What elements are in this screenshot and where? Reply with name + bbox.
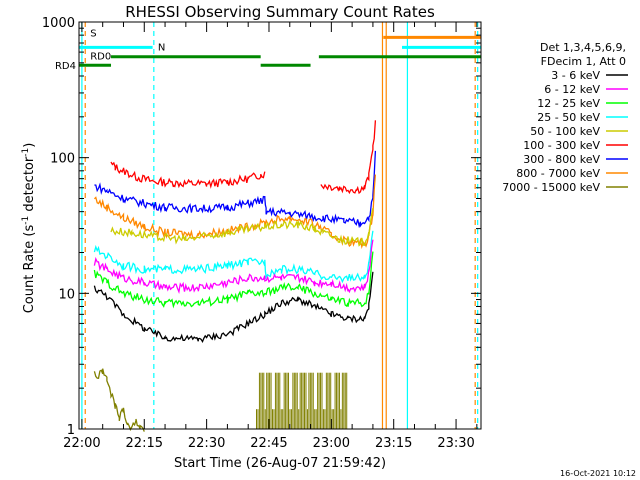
x-tick-label-2315: 23:15 <box>375 436 412 451</box>
legend-entry-5: 100 - 300 keV <box>523 139 600 152</box>
legend-entry-1: 6 - 12 keV <box>544 83 600 96</box>
legend-entry-7: 800 - 7000 keV <box>516 167 600 180</box>
legend-entry-6: 300 - 800 keV <box>523 153 600 166</box>
x-tick-label-2215: 22:15 <box>126 436 163 451</box>
x-axis-label: Start Time (26-Aug-07 21:59:42) <box>174 456 386 471</box>
legend-entry-2: 12 - 25 keV <box>537 97 600 110</box>
legend-entry-0: 3 - 6 keV <box>551 69 600 82</box>
chart-title: RHESSI Observing Summary Count Rates <box>125 3 435 21</box>
y-axis-label-end: ) <box>22 143 37 148</box>
legend-entry-8: 7000 - 15000 keV <box>502 181 600 194</box>
plot-frame <box>78 21 482 430</box>
flag-label-s: S <box>90 28 96 39</box>
legend-entry-3: 25 - 50 keV <box>537 111 600 124</box>
legend-entry-4: 50 - 100 keV <box>530 125 600 138</box>
x-tick-label-2300: 23:00 <box>313 436 350 451</box>
y-axis-label-mid: detector <box>22 156 37 216</box>
series-line-12-25-kev <box>93 251 374 309</box>
legend: Det 1,3,4,5,6,9,FDecim 1, Att 03 - 6 keV… <box>502 41 628 194</box>
y-axis-label-sup1: -1 <box>21 216 31 225</box>
y-axis-label: Count Rate (s-1 detector-1) <box>21 143 37 314</box>
series-line-50-100-kev <box>110 207 374 247</box>
y-axis-label-sup2: -1 <box>21 148 31 157</box>
series-line-100-300-kev <box>110 120 377 195</box>
y-axis-label-main: Count Rate (s <box>22 225 37 314</box>
y-tick-label-10: 10 <box>58 287 75 302</box>
series-line-800-7000-kev <box>93 174 377 250</box>
series-line-25-50-kev <box>93 230 374 284</box>
plot-area: S N RD0 RD4 <box>55 22 481 432</box>
y-tick-label-1000: 1000 <box>42 16 75 31</box>
series-line-7000-15000-kev <box>93 368 145 432</box>
footer-date: 16-Oct-2021 10:12 <box>560 469 636 478</box>
flag-label-n: N <box>158 42 165 53</box>
legend-header-1: FDecim 1, Att 0 <box>541 55 626 68</box>
x-tick-label-2200: 22:00 <box>63 436 100 451</box>
series-line-6-12-kev <box>93 239 374 294</box>
x-tick-label-2230: 22:30 <box>188 436 225 451</box>
y-tick-label-1: 1 <box>67 423 75 438</box>
x-tick-label-2245: 22:45 <box>250 436 287 451</box>
flag-label-rd0: RD0 <box>90 52 111 63</box>
series-line-300-800-kev <box>94 150 377 229</box>
olive-block-0 <box>256 372 348 429</box>
y-tick-label-100: 100 <box>50 152 75 167</box>
legend-header-0: Det 1,3,4,5,6,9, <box>540 41 626 54</box>
series-line-3-6-kev <box>93 271 374 344</box>
axes: 1 10 100 1000 22:00 22:15 22:30 22:45 23:00 23:15… <box>42 16 482 451</box>
flag-label-rd4: RD4 <box>55 61 76 72</box>
x-tick-label-2330: 23:30 <box>437 436 474 451</box>
